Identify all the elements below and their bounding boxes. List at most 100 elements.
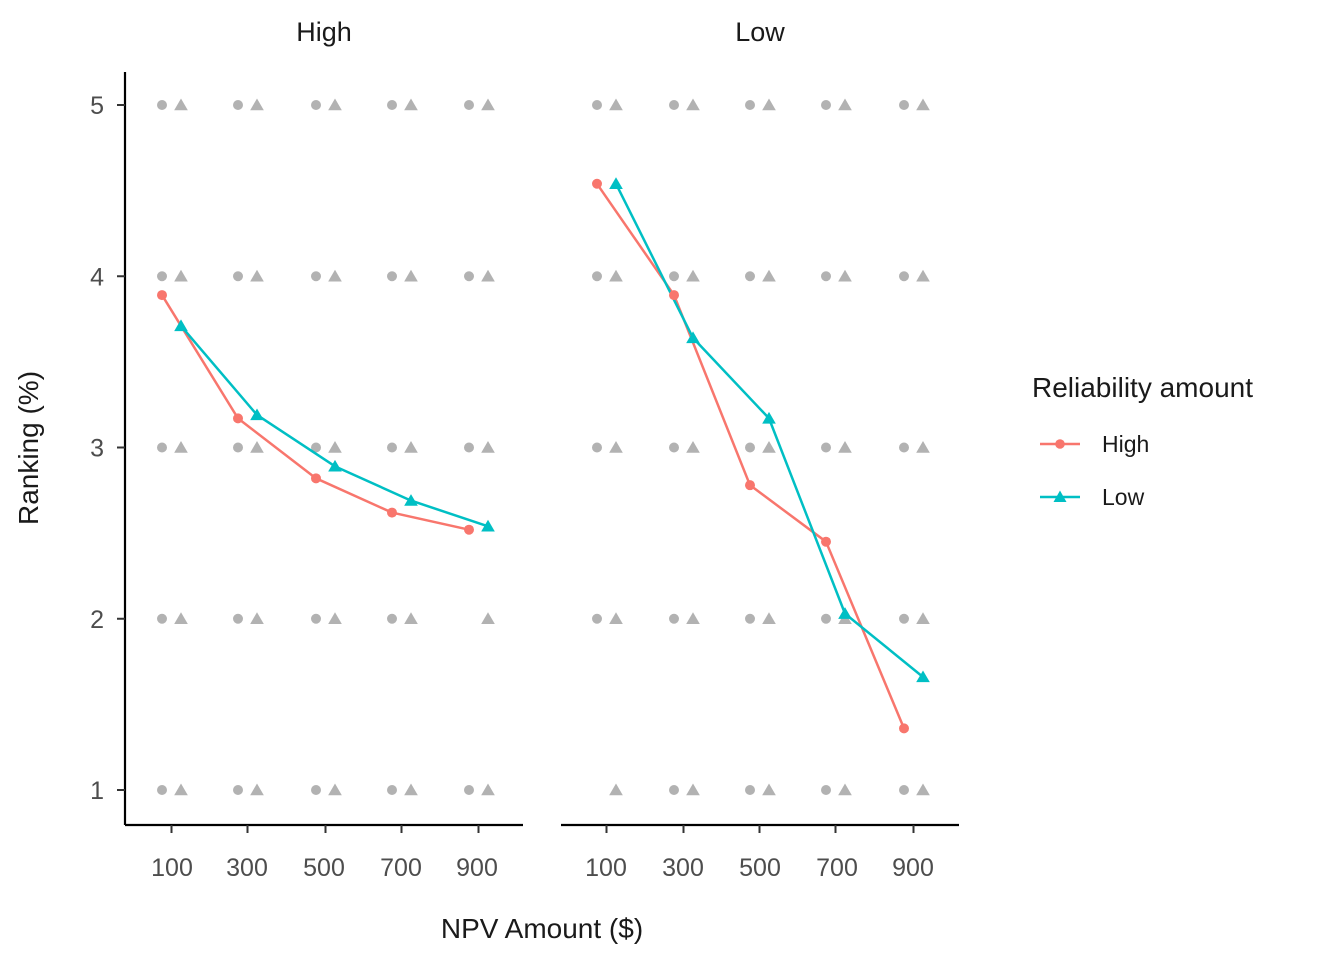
x-tick-label: 900 — [456, 854, 498, 882]
raw-point — [899, 785, 909, 795]
raw-point — [311, 613, 321, 624]
raw-point — [669, 613, 679, 624]
data-point-low — [838, 607, 852, 619]
raw-point — [838, 441, 852, 453]
legend-swatch-high-marker — [1055, 439, 1065, 449]
y-axis-title: Ranking (%) — [13, 371, 44, 525]
y-tick-label: 3 — [90, 435, 104, 463]
legend: Reliability amount High Low — [1032, 372, 1253, 510]
raw-point — [311, 271, 321, 282]
series-line-low — [180, 325, 489, 528]
raw-point — [592, 442, 602, 453]
raw-point — [916, 612, 930, 624]
raw-point — [609, 269, 623, 282]
panel-low: Low 100 300 500 700 900 — [561, 17, 959, 882]
x-ticks-high: 100 300 500 700 900 — [151, 825, 498, 882]
raw-point — [609, 783, 623, 796]
raw-point — [592, 613, 602, 624]
legend-label-low: Low — [1102, 484, 1145, 510]
raw-points-low — [592, 98, 930, 796]
data-point-low — [404, 494, 418, 506]
raw-point — [328, 612, 342, 624]
raw-point — [762, 98, 776, 111]
series-lines-low — [595, 183, 924, 729]
strip-label-low: Low — [735, 17, 785, 47]
raw-point — [157, 442, 167, 453]
raw-point — [916, 269, 930, 282]
raw-point — [233, 100, 243, 110]
series-line-high — [160, 294, 470, 531]
data-point-low — [174, 319, 188, 332]
x-axis-title: NPV Amount ($) — [441, 913, 643, 944]
raw-point — [157, 271, 167, 282]
data-point-low — [609, 177, 623, 189]
raw-point — [387, 271, 397, 282]
raw-point — [916, 98, 930, 111]
data-point-low — [328, 459, 342, 472]
raw-point — [328, 783, 342, 796]
raw-point — [745, 785, 755, 795]
raw-point — [745, 271, 755, 282]
raw-point — [464, 785, 474, 795]
x-tick-label: 900 — [892, 854, 934, 882]
raw-point — [821, 613, 831, 624]
panel-high: High 100 300 500 700 900 — [123, 17, 523, 882]
data-point-high — [592, 178, 602, 189]
series-markers-low — [592, 177, 930, 734]
raw-point — [899, 442, 909, 453]
data-point-high — [745, 480, 755, 491]
raw-point — [481, 269, 495, 282]
raw-point — [174, 269, 188, 282]
y-tick-label: 5 — [90, 92, 104, 120]
raw-point — [250, 98, 264, 111]
raw-point — [821, 442, 831, 453]
raw-point — [464, 442, 474, 453]
raw-point — [328, 441, 342, 453]
raw-point — [404, 269, 418, 282]
raw-point — [311, 785, 321, 795]
raw-point — [762, 783, 776, 796]
raw-point — [838, 783, 852, 796]
raw-point — [404, 98, 418, 111]
raw-point — [174, 783, 188, 796]
series-line-low — [614, 183, 924, 678]
raw-point — [404, 612, 418, 624]
raw-point — [387, 613, 397, 624]
raw-point — [233, 613, 243, 624]
raw-point — [821, 271, 831, 282]
raw-point — [669, 785, 679, 795]
raw-point — [745, 442, 755, 453]
x-tick-label: 300 — [662, 854, 704, 882]
raw-point — [745, 100, 755, 110]
raw-point — [464, 271, 474, 282]
raw-point — [899, 100, 909, 110]
raw-point — [609, 98, 623, 111]
raw-point — [481, 441, 495, 453]
series-markers-high — [157, 290, 495, 535]
raw-point — [250, 441, 264, 453]
raw-point — [686, 783, 700, 796]
data-point-high — [821, 536, 831, 547]
x-tick-label: 100 — [151, 854, 193, 882]
raw-point — [174, 612, 188, 624]
raw-point — [669, 442, 679, 453]
y-tick-label: 4 — [90, 263, 104, 291]
raw-point — [821, 785, 831, 795]
raw-point — [592, 271, 602, 282]
raw-point — [762, 441, 776, 453]
data-point-low — [686, 331, 700, 344]
data-point-low — [762, 411, 776, 424]
raw-point — [174, 98, 188, 111]
x-tick-label: 700 — [816, 854, 858, 882]
legend-title: Reliability amount — [1032, 372, 1253, 403]
data-point-low — [916, 670, 930, 683]
raw-point — [686, 98, 700, 111]
raw-point — [899, 613, 909, 624]
raw-point — [745, 613, 755, 624]
raw-point — [311, 100, 321, 110]
raw-point — [609, 612, 623, 624]
data-point-low — [250, 408, 264, 421]
raw-point — [838, 98, 852, 111]
raw-point — [157, 785, 167, 795]
